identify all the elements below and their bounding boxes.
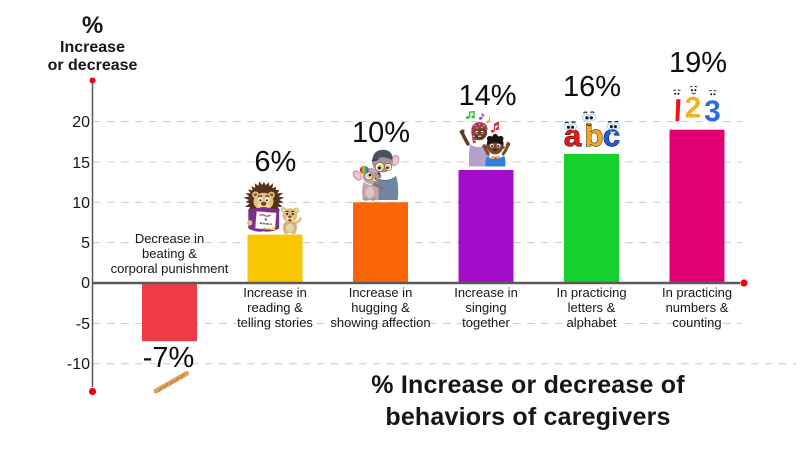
svg-text:3: 3 <box>704 95 721 128</box>
svg-text:2: 2 <box>685 92 702 125</box>
svg-text:b: b <box>585 118 604 153</box>
